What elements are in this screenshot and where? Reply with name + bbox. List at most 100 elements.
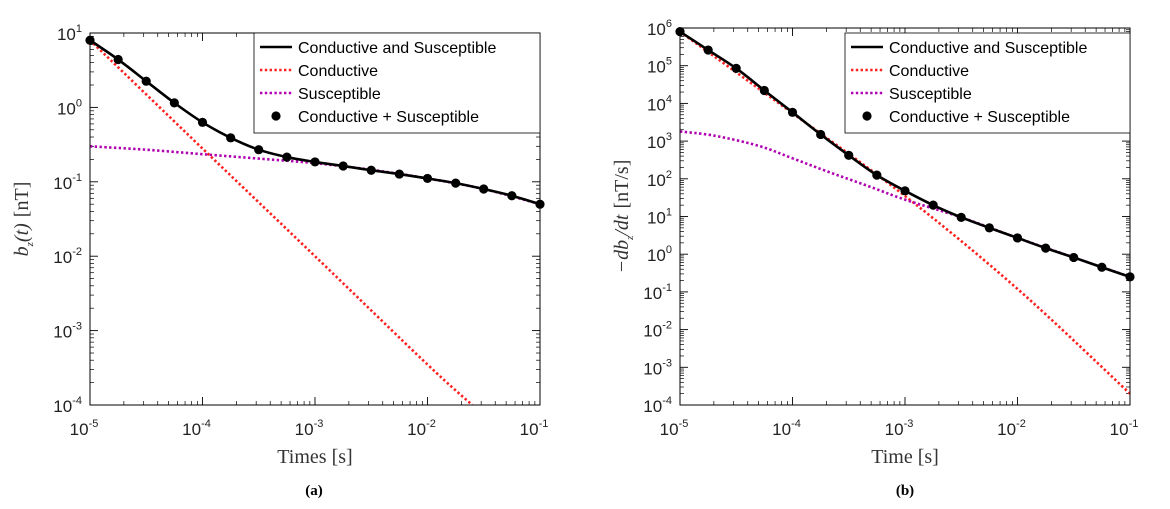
y-label-b-unit: [nT/s] bbox=[611, 160, 633, 209]
tick-exponent: -4 bbox=[662, 395, 672, 407]
data-point-a bbox=[338, 161, 348, 171]
tick-base: 10 bbox=[660, 420, 679, 439]
tick-exponent: -4 bbox=[72, 395, 82, 407]
y-label-a-sub: z bbox=[24, 241, 36, 247]
legend-box-a bbox=[253, 32, 541, 134]
x-tick-label-a: 10-5 bbox=[70, 418, 99, 439]
y-tick-label-b: 105 bbox=[647, 56, 672, 77]
chart-panel-a: 10-5 10-4 10-3 10-2 10-110-410-310-210-11001… bbox=[11, 23, 548, 499]
tick-exponent: -2 bbox=[1016, 418, 1026, 430]
tick-base: 10 bbox=[57, 99, 76, 118]
tick-base: 10 bbox=[647, 133, 666, 152]
tick-exponent: -4 bbox=[791, 418, 801, 430]
series-line-conductive-a bbox=[90, 39, 474, 405]
data-point-b bbox=[928, 200, 938, 210]
y-tick-label-b: 103 bbox=[647, 131, 672, 152]
legend-entry-b: Susceptible bbox=[889, 86, 972, 103]
y-label-b-suffix: /dt bbox=[611, 214, 633, 237]
tick-exponent: -2 bbox=[426, 418, 436, 430]
tick-exponent: 6 bbox=[666, 18, 672, 30]
y-tick-label-a: 101 bbox=[57, 23, 82, 44]
tick-exponent: 0 bbox=[76, 97, 82, 109]
data-point-a bbox=[366, 165, 376, 175]
data-point-b bbox=[872, 170, 882, 180]
tick-exponent: -3 bbox=[662, 357, 672, 369]
y-axis-label-b: −dbz/dt [nT/s] bbox=[611, 160, 636, 274]
tick-exponent: -1 bbox=[539, 418, 549, 430]
series-line-susceptible-a bbox=[90, 145, 540, 206]
legend-entry-b: Conductive + Susceptible bbox=[889, 109, 1070, 126]
y-tick-label-b: 10-4 bbox=[643, 395, 672, 416]
y-tick-label-b: 100 bbox=[647, 244, 672, 265]
tick-exponent: -5 bbox=[679, 418, 689, 430]
legend-box-b bbox=[844, 32, 1131, 134]
data-point-b bbox=[1069, 252, 1079, 263]
y-tick-label-b: 10-1 bbox=[643, 282, 672, 303]
data-point-b bbox=[703, 45, 713, 55]
y-tick-label-a: 10-1 bbox=[53, 172, 82, 193]
y-tick-label-b: 101 bbox=[647, 207, 672, 228]
y-axis-label-a: bz(t) [nT] bbox=[11, 182, 36, 257]
y-tick-label-a: 100 bbox=[57, 97, 82, 118]
data-point-b bbox=[900, 186, 910, 196]
data-point-b bbox=[759, 85, 769, 96]
y-tick-label-b: 10-3 bbox=[643, 357, 672, 378]
data-point-b bbox=[1041, 243, 1051, 253]
tick-base: 10 bbox=[643, 322, 662, 341]
data-point-a bbox=[169, 98, 179, 108]
tick-base: 10 bbox=[997, 420, 1016, 439]
tick-base: 10 bbox=[53, 174, 72, 193]
legend-marker-a bbox=[271, 111, 281, 121]
y-label-a-b: b bbox=[11, 246, 33, 256]
tick-exponent: -2 bbox=[662, 320, 672, 332]
data-point-a bbox=[113, 54, 123, 65]
x-axis-label-a: Times [s] bbox=[277, 446, 352, 468]
data-point-a bbox=[422, 173, 433, 184]
tick-base: 10 bbox=[70, 420, 89, 439]
y-label-a-unit: [nT] bbox=[11, 182, 33, 218]
data-point-b bbox=[731, 63, 741, 73]
tick-base: 10 bbox=[647, 20, 666, 39]
x-tick-label-b: 10-2 bbox=[997, 418, 1026, 439]
y-tick-label-a: 10-3 bbox=[53, 321, 82, 342]
x-tick-label-a: 10-1 bbox=[520, 418, 549, 439]
tick-exponent: -1 bbox=[662, 282, 672, 294]
legend-entry-a: Susceptible bbox=[298, 86, 381, 103]
tick-base: 10 bbox=[182, 420, 201, 439]
tick-exponent: 3 bbox=[666, 131, 672, 143]
tick-exponent: 1 bbox=[666, 207, 672, 219]
tick-base: 10 bbox=[647, 95, 666, 114]
data-point-b bbox=[956, 212, 966, 222]
y-label-b-prefix: −db bbox=[611, 240, 633, 274]
series-line-conductive-b bbox=[680, 30, 1130, 395]
x-tick-label-b: 10-1 bbox=[1110, 418, 1139, 439]
tick-base: 10 bbox=[647, 58, 666, 77]
tick-base: 10 bbox=[295, 420, 314, 439]
legend-b: Conductive and Susceptible Conductive Susc… bbox=[844, 32, 1131, 134]
x-tick-label-a: 10-4 bbox=[182, 418, 211, 439]
tick-base: 10 bbox=[643, 397, 662, 416]
y-tick-label-a: 10-4 bbox=[53, 395, 82, 416]
y-tick-label-b: 104 bbox=[647, 93, 672, 114]
tick-base: 10 bbox=[647, 246, 666, 265]
legend-marker-b bbox=[862, 111, 872, 121]
tick-base: 10 bbox=[647, 171, 666, 190]
data-point-a bbox=[254, 145, 264, 155]
data-point-a bbox=[141, 76, 151, 86]
data-point-a bbox=[451, 178, 461, 188]
legend-entry-a: Conductive + Susceptible bbox=[298, 109, 479, 126]
tick-exponent: 2 bbox=[666, 169, 672, 181]
y-label-a-t: (t) bbox=[11, 223, 33, 242]
tick-exponent: 4 bbox=[666, 93, 672, 105]
tick-base: 10 bbox=[407, 420, 426, 439]
data-point-b bbox=[844, 150, 854, 160]
data-point-b bbox=[816, 129, 826, 140]
y-label-b-sub: z bbox=[624, 235, 636, 241]
tick-base: 10 bbox=[885, 420, 904, 439]
tick-base: 10 bbox=[520, 420, 539, 439]
x-tick-label-b: 10-3 bbox=[885, 418, 914, 439]
data-point-a bbox=[282, 152, 292, 162]
x-tick-label-b: 10-5 bbox=[660, 418, 689, 439]
tick-exponent: -4 bbox=[201, 418, 211, 430]
